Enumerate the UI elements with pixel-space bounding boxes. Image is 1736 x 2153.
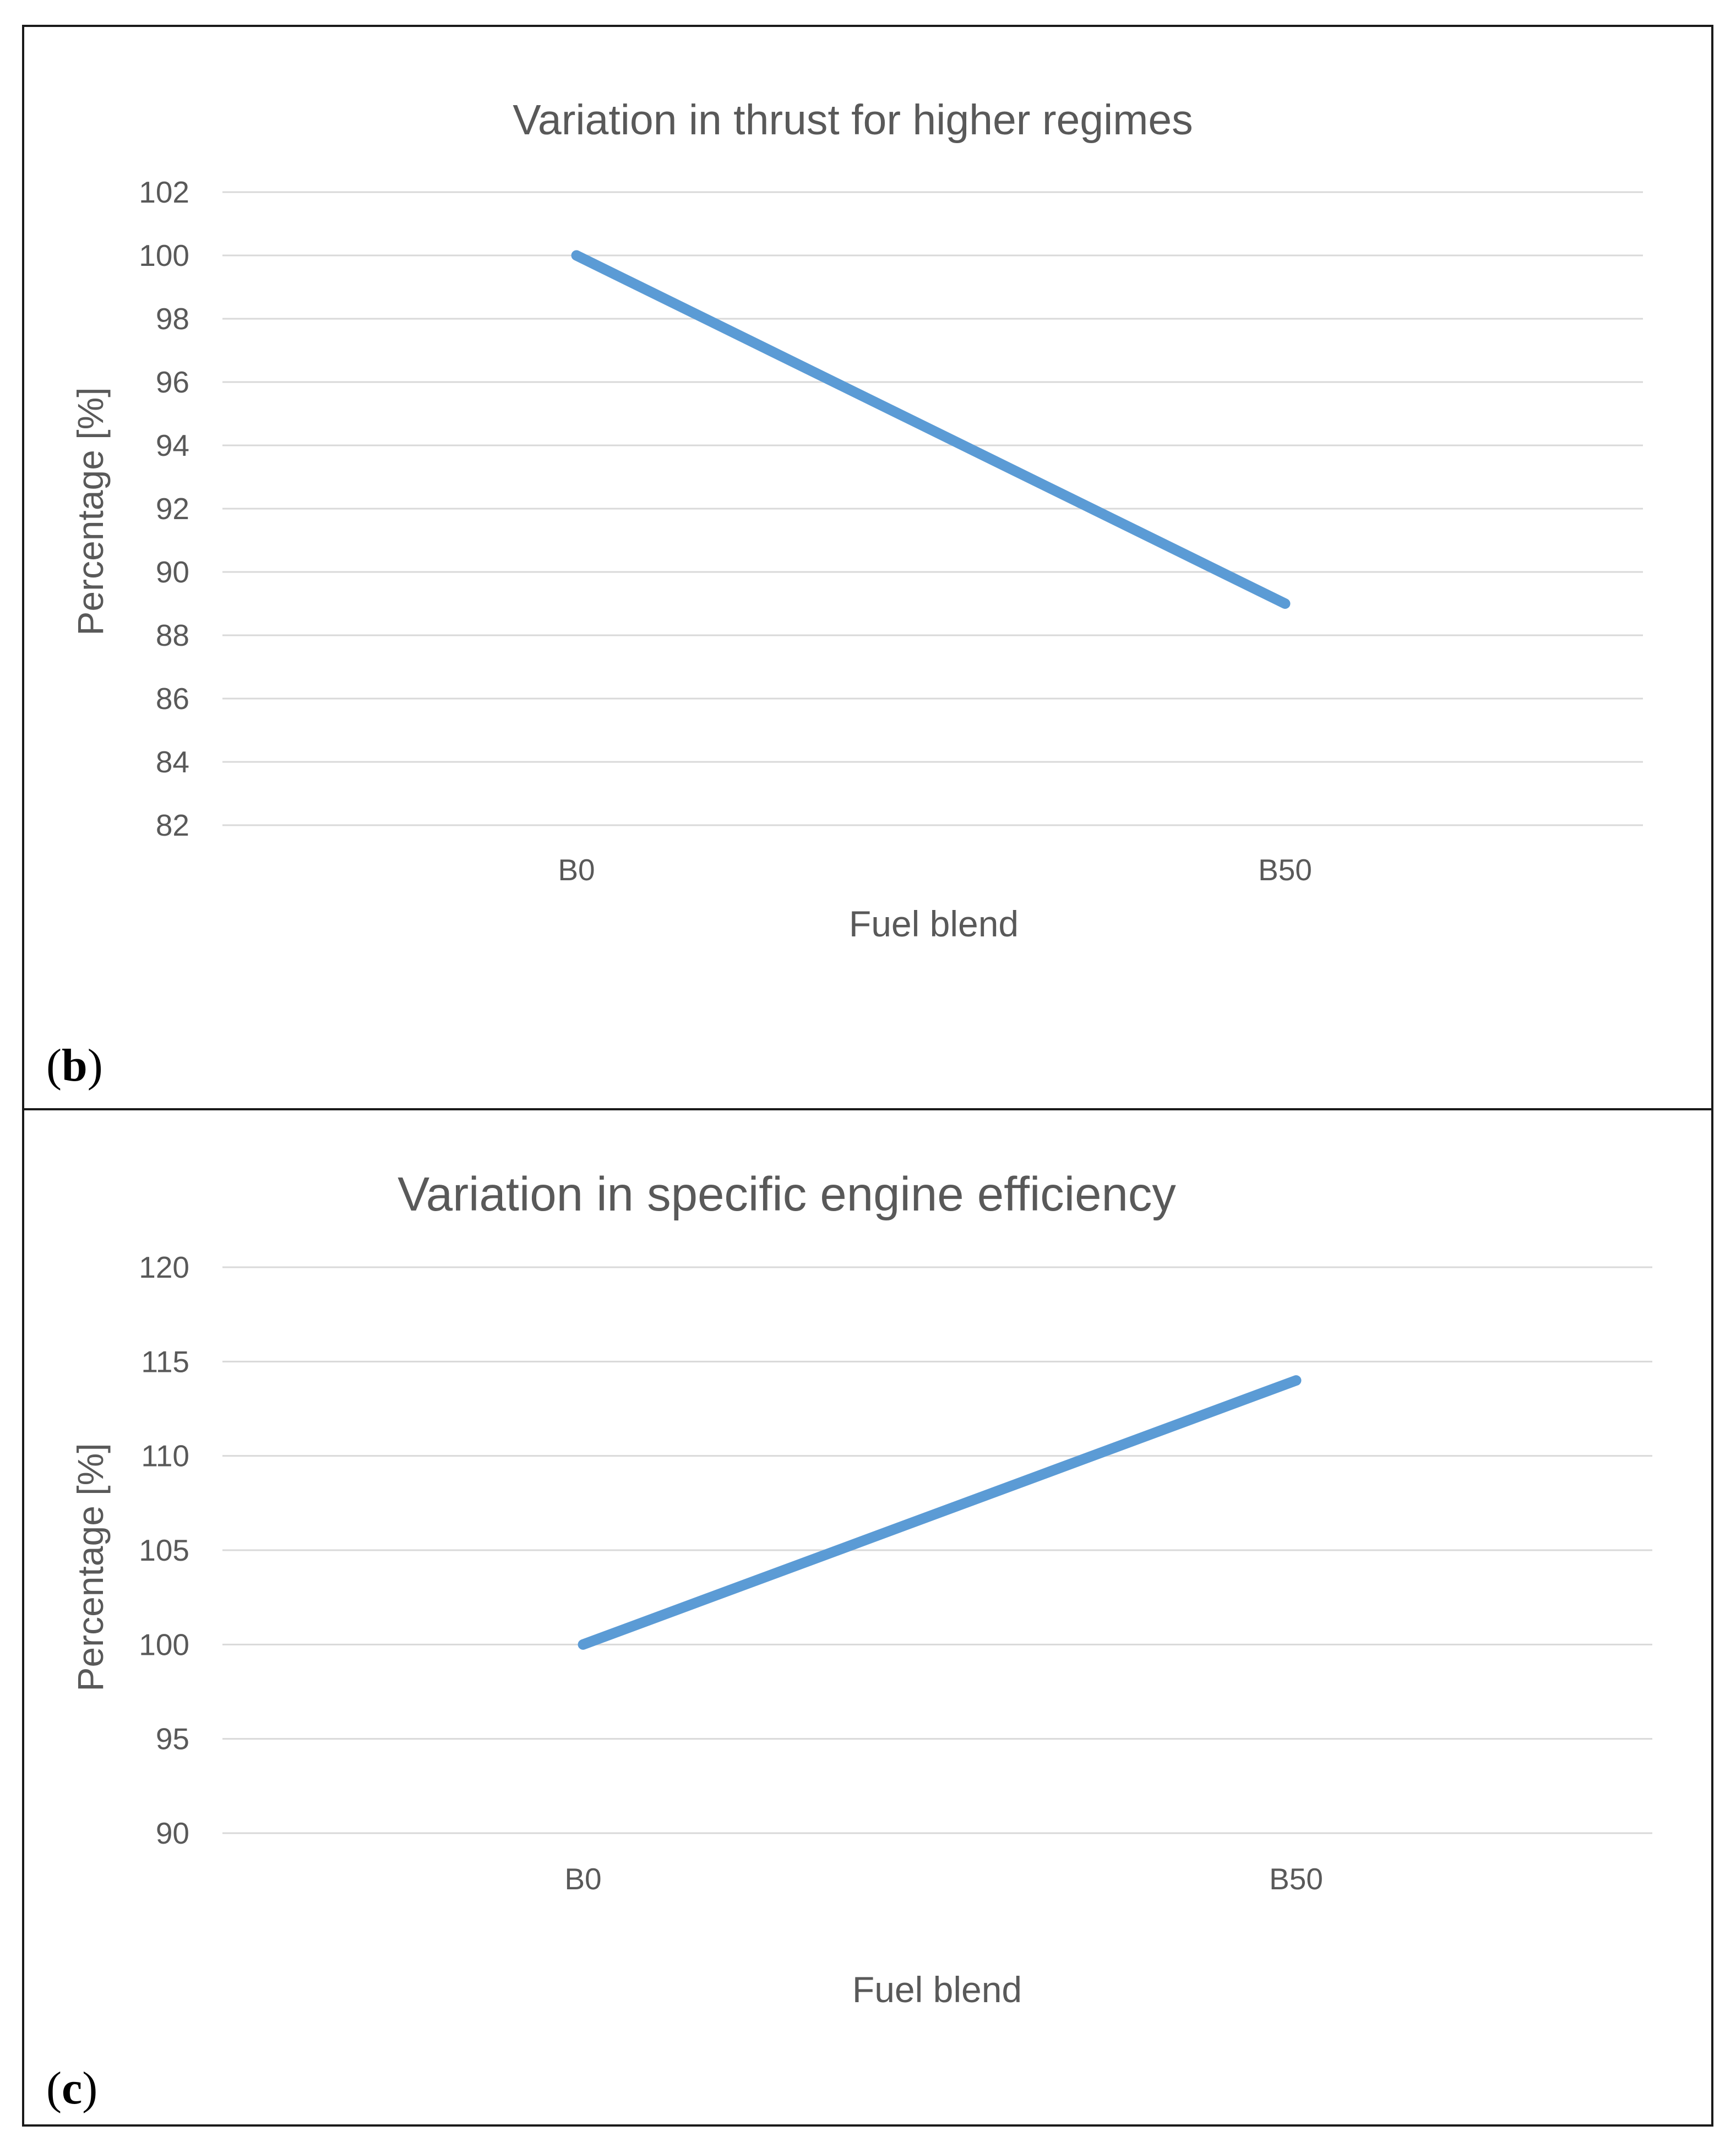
y-tick-label: 96 <box>156 365 189 399</box>
x-tick-label: B50 <box>1269 1862 1323 1896</box>
y-axis-label: Percentage [%] <box>70 387 111 635</box>
x-tick-labels: B0 B50 <box>558 853 1312 887</box>
y-tick-label: 115 <box>141 1344 189 1378</box>
y-axis-label: Percentage [%] <box>70 1443 111 1691</box>
y-tick-label: 92 <box>156 492 189 526</box>
x-tick-label: B0 <box>564 1862 601 1896</box>
x-axis-label: Fuel blend <box>852 1969 1022 2010</box>
series-lines <box>571 250 1291 609</box>
y-tick-label: 90 <box>156 555 189 589</box>
y-tick-label: 94 <box>156 428 189 462</box>
y-tick-label: 100 <box>139 238 189 272</box>
x-tick-label: B0 <box>558 853 595 887</box>
series-lines <box>578 1375 1302 1650</box>
chart-title: Variation in thrust for higher regimes <box>513 96 1193 144</box>
panel-b: Variation in thrust for higher regimes 8… <box>22 25 1713 1110</box>
panel-c: Variation in specific engine efficiency … <box>22 1108 1713 2127</box>
y-tick-label: 82 <box>156 808 189 842</box>
series-line <box>578 1375 1302 1650</box>
y-tick-label: 102 <box>139 175 189 209</box>
y-tick-label: 105 <box>139 1533 189 1567</box>
y-tick-label: 100 <box>139 1627 189 1661</box>
panel-label-b: (b) <box>46 1040 103 1091</box>
y-tick-label: 90 <box>156 1816 189 1850</box>
x-tick-label: B50 <box>1258 853 1312 887</box>
y-tick-label: 84 <box>156 745 189 779</box>
y-tick-label: 98 <box>156 302 189 336</box>
gridlines <box>222 1266 1652 1834</box>
y-tick-label: 88 <box>156 618 189 652</box>
chart-efficiency: Variation in specific engine efficiency … <box>70 1168 1652 2010</box>
x-tick-labels: B0 B50 <box>564 1862 1323 1896</box>
gridlines <box>222 191 1643 826</box>
y-tick-labels: 82 84 86 88 90 92 94 96 98 100 102 <box>139 175 189 842</box>
y-tick-label: 110 <box>141 1439 189 1473</box>
x-axis-label: Fuel blend <box>849 903 1019 944</box>
chart-title: Variation in specific engine efficiency <box>398 1168 1176 1221</box>
chart-thrust: Variation in thrust for higher regimes 8… <box>70 96 1643 944</box>
y-tick-label: 86 <box>156 682 189 716</box>
y-tick-label: 95 <box>156 1722 189 1756</box>
y-tick-label: 120 <box>139 1250 189 1284</box>
y-tick-labels: 90 95 100 105 110 115 120 <box>139 1250 189 1850</box>
series-line <box>571 250 1291 609</box>
panel-label-c: (c) <box>46 2063 98 2114</box>
